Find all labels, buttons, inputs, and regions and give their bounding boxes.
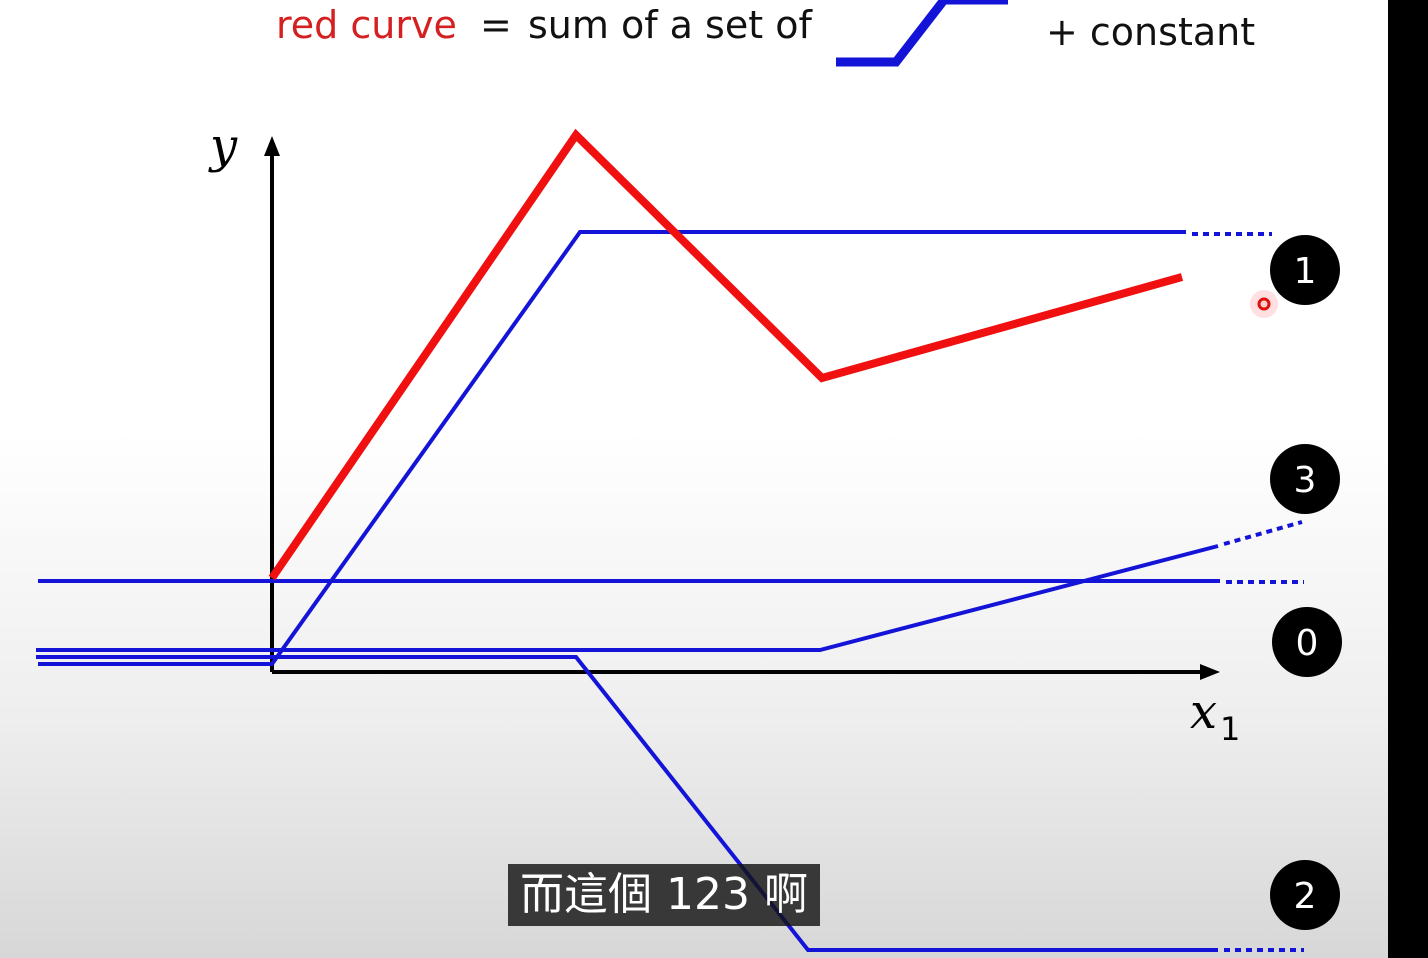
blue-curve-3 bbox=[36, 544, 1219, 652]
y-axis-label: y bbox=[208, 118, 238, 174]
badge-2-label: 2 bbox=[1294, 876, 1317, 917]
badge-3-label: 3 bbox=[1294, 460, 1317, 501]
hard-sigmoid-icon bbox=[836, 0, 1008, 67]
video-subtitle: 而這個 123 啊 bbox=[508, 864, 820, 926]
title-constant: + constant bbox=[1046, 10, 1255, 54]
title-equals: = bbox=[480, 3, 512, 47]
blue-curve-1 bbox=[38, 230, 1186, 666]
title-middle: sum of a set of bbox=[528, 3, 813, 47]
right-black-bar bbox=[1388, 0, 1428, 958]
laser-pointer-core bbox=[1257, 297, 1271, 311]
badge-1-label: 1 bbox=[1294, 251, 1317, 292]
badge-0-label: 0 bbox=[1296, 623, 1319, 664]
slide: red curve = sum of a set of + constant y… bbox=[0, 0, 1388, 958]
title-red-curve: red curve bbox=[276, 3, 457, 47]
red-curve bbox=[268, 128, 1184, 581]
badge-0: 0 bbox=[1272, 607, 1342, 677]
blue-curve-3-continuation bbox=[1223, 520, 1303, 546]
x-axis-subscript: 1 bbox=[1220, 710, 1240, 748]
badge-3: 3 bbox=[1270, 444, 1340, 514]
diagram: red curve = sum of a set of + constant y… bbox=[36, 0, 1342, 952]
x-axis-arrow-icon bbox=[1200, 664, 1220, 680]
badge-2: 2 bbox=[1270, 860, 1340, 930]
blue-curve-2 bbox=[36, 655, 1218, 952]
x-axis-label: x bbox=[1190, 684, 1217, 740]
badge-1: 1 bbox=[1270, 235, 1340, 305]
y-axis-arrow-icon bbox=[264, 136, 280, 156]
